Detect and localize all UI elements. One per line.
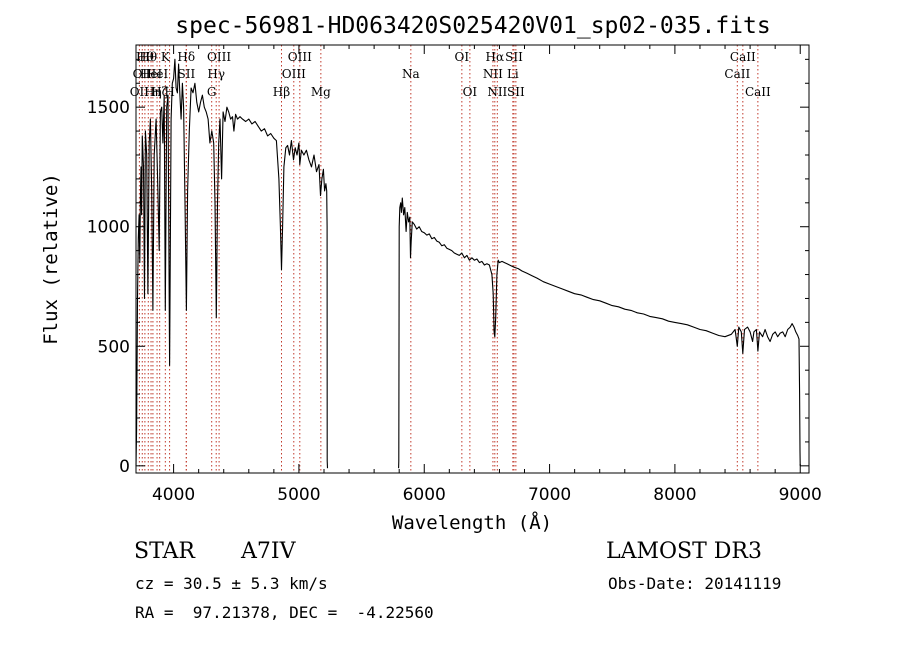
line-label-22: NII: [483, 67, 503, 81]
object-subclass: A7IV: [241, 539, 296, 564]
line-label-13: Hγ: [207, 67, 225, 81]
line-label-18: Mg: [311, 85, 331, 99]
line-label-5: Hη: [144, 85, 162, 99]
line-label-20: OI: [455, 50, 470, 64]
line-label-14: OIII: [207, 50, 231, 64]
line-label-2: Hθ: [136, 50, 154, 64]
spectrum-segment-1: [398, 197, 801, 469]
line-label-1: OII: [133, 67, 153, 81]
line-label-9: H: [164, 85, 174, 99]
line-label-23: Hα: [486, 50, 505, 64]
line-label-11: SII: [178, 67, 196, 81]
line-label-30: CaII: [745, 85, 771, 99]
line-label-8: K: [161, 50, 171, 64]
line-label-4: HeI: [140, 67, 163, 81]
x-tick-label: 6000: [403, 485, 446, 505]
x-axis: 4000 5000 6000 7000 8000 9000: [152, 45, 822, 505]
line-label-17: OIII: [288, 50, 312, 64]
x-tick-label: 7000: [528, 485, 571, 505]
x-tick-label: 4000: [152, 485, 195, 505]
line-label-21: OI: [463, 85, 478, 99]
line-label-29: CaII: [730, 50, 756, 64]
line-label-15: Hβ: [273, 85, 290, 99]
x-tick-label: 9000: [779, 485, 822, 505]
line-label-28: CaII: [724, 67, 750, 81]
y-tick-label: 500: [98, 337, 130, 357]
line-label-6: HeI: [146, 67, 169, 81]
line-label-10: Hδ: [177, 50, 195, 64]
line-label-12: G: [207, 85, 217, 99]
y-tick-label: 1000: [87, 218, 130, 238]
spectrum-segment-0: [135, 58, 329, 469]
x-axis-label: Wavelength (Å): [392, 511, 552, 534]
line-label-7: Hζ: [151, 85, 168, 99]
y-tick-label: 0: [119, 457, 130, 477]
chart-title: spec-56981-HD063420S025420V01_sp02-035.f…: [175, 13, 770, 39]
spectral-line-markers: [138, 45, 759, 473]
line-label-3: Hθ: [139, 50, 157, 64]
observation-date: Obs-Date: 20141119: [608, 574, 782, 593]
line-label-25: Li: [507, 67, 519, 81]
y-tick-label: 1500: [87, 98, 130, 118]
spectral-line-labels: OIIOIIHθHθHeIHηHeIHζKHHδSIIGHγOIIIHβOIII…: [130, 50, 771, 99]
spectrum-series: [135, 58, 801, 469]
survey-name: LAMOST DR3: [606, 539, 762, 564]
x-tick-label: 8000: [653, 485, 696, 505]
line-label-19: Na: [402, 67, 420, 81]
line-label-27: SII: [507, 85, 525, 99]
redshift-value: cz = 30.5 ± 5.3 km/s: [135, 574, 328, 593]
y-axis: 0 500 1000 1500: [87, 58, 809, 477]
coordinates: RA = 97.21378, DEC = -4.22560: [135, 603, 434, 622]
x-tick-label: 5000: [277, 485, 320, 505]
line-label-26: SII: [505, 50, 523, 64]
line-label-16: OIII: [282, 67, 306, 81]
line-label-24: NII: [487, 85, 507, 99]
line-label-0: OII: [130, 85, 150, 99]
object-class: STAR: [134, 539, 195, 564]
plot-frame: [135, 44, 810, 474]
y-axis-label: Flux (relative): [40, 173, 62, 345]
